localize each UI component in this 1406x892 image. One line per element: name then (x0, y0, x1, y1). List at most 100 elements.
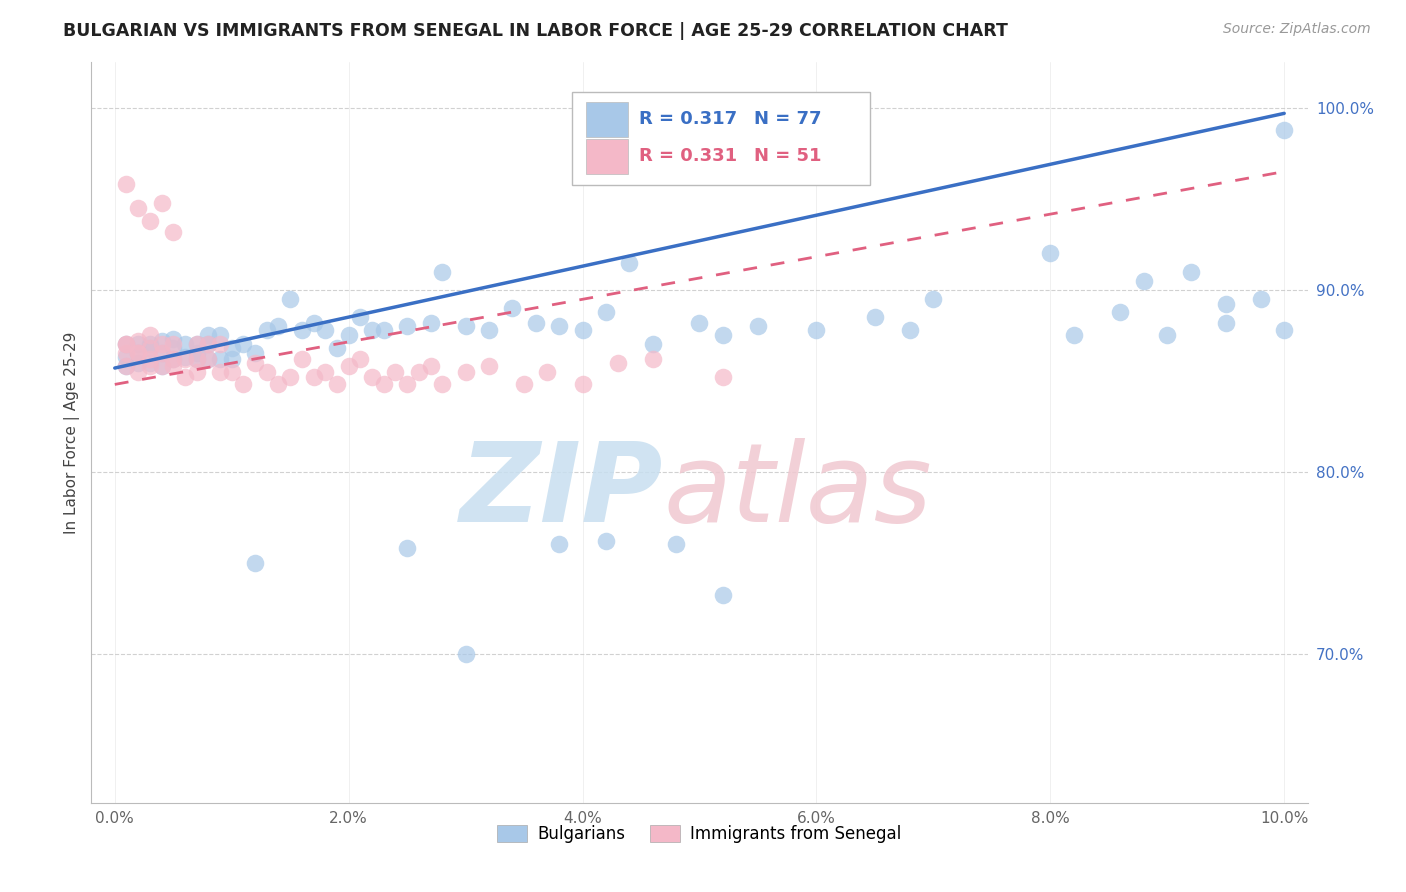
Text: Source: ZipAtlas.com: Source: ZipAtlas.com (1223, 22, 1371, 37)
Point (501, 301, 523, 315)
Point (454, 365, 477, 379)
Point (150, 346, 173, 360)
Point (232, 377, 254, 392)
Point (186, 351, 208, 366)
Point (571, 323, 593, 337)
Point (139, 341, 162, 355)
Point (127, 337, 149, 351)
Point (349, 351, 371, 366)
Point (326, 377, 349, 392)
Point (349, 310, 371, 325)
Point (454, 319, 477, 334)
Point (408, 365, 430, 379)
FancyBboxPatch shape (586, 102, 627, 137)
Point (243, 556, 266, 570)
Point (221, 351, 243, 366)
Point (606, 355, 628, 369)
Point (337, 359, 360, 374)
Point (162, 332, 184, 346)
Point (432, 265, 454, 279)
Point (419, 316, 441, 330)
Point (150, 334, 173, 348)
Point (711, 370, 734, 384)
Point (127, 334, 149, 348)
Point (115, 178, 138, 192)
Point (174, 370, 197, 384)
Point (174, 337, 197, 351)
Point (373, 323, 395, 337)
Text: atlas: atlas (664, 438, 932, 545)
Point (898, 323, 921, 337)
Point (548, 537, 571, 551)
Text: N = 51: N = 51 (754, 147, 821, 165)
Point (186, 337, 208, 351)
Point (419, 359, 441, 374)
Point (454, 647, 477, 661)
Point (396, 319, 419, 334)
Point (571, 377, 593, 392)
Point (1180, 265, 1202, 279)
Point (384, 365, 406, 379)
Point (139, 359, 162, 374)
FancyBboxPatch shape (572, 92, 870, 185)
Point (278, 292, 301, 306)
Point (863, 310, 886, 325)
Point (208, 328, 231, 343)
Point (619, 255, 641, 269)
Point (396, 377, 419, 392)
Point (1156, 328, 1178, 343)
Point (267, 319, 290, 334)
Point (162, 337, 184, 351)
Point (139, 328, 162, 343)
Point (150, 337, 173, 351)
Point (291, 351, 314, 366)
Point (267, 377, 290, 392)
Point (115, 337, 138, 351)
Point (197, 351, 219, 366)
Point (432, 377, 454, 392)
Point (524, 316, 547, 330)
Point (1109, 304, 1132, 318)
Point (278, 370, 301, 384)
Point (361, 323, 384, 337)
Y-axis label: In Labor Force | Age 25-29: In Labor Force | Age 25-29 (65, 332, 80, 533)
Point (291, 323, 314, 337)
Point (197, 337, 219, 351)
Text: N = 77: N = 77 (754, 111, 821, 128)
Point (174, 351, 197, 366)
Point (747, 319, 769, 334)
Point (186, 346, 208, 360)
Point (548, 319, 571, 334)
Point (314, 365, 336, 379)
Point (162, 359, 184, 374)
Point (595, 533, 617, 548)
Point (127, 355, 149, 369)
Point (922, 292, 945, 306)
Point (478, 323, 501, 337)
Point (186, 351, 208, 366)
Point (1215, 316, 1237, 330)
Point (115, 337, 138, 351)
Point (1039, 246, 1062, 260)
Text: R = 0.331: R = 0.331 (638, 147, 737, 165)
Text: BULGARIAN VS IMMIGRANTS FROM SENEGAL IN LABOR FORCE | AGE 25-29 CORRELATION CHAR: BULGARIAN VS IMMIGRANTS FROM SENEGAL IN … (63, 22, 1008, 40)
Point (513, 377, 536, 392)
Point (1272, 122, 1295, 136)
Point (115, 346, 138, 360)
FancyBboxPatch shape (586, 138, 627, 174)
Point (115, 337, 138, 351)
Point (197, 328, 219, 343)
Point (139, 337, 162, 351)
Point (150, 346, 173, 360)
Point (256, 323, 278, 337)
Point (256, 365, 278, 379)
Point (208, 351, 231, 366)
Point (337, 328, 360, 343)
Point (232, 337, 254, 351)
Point (641, 351, 664, 366)
Point (127, 346, 149, 360)
Point (115, 359, 138, 374)
Point (127, 201, 149, 215)
Point (396, 541, 419, 555)
Point (127, 346, 149, 360)
